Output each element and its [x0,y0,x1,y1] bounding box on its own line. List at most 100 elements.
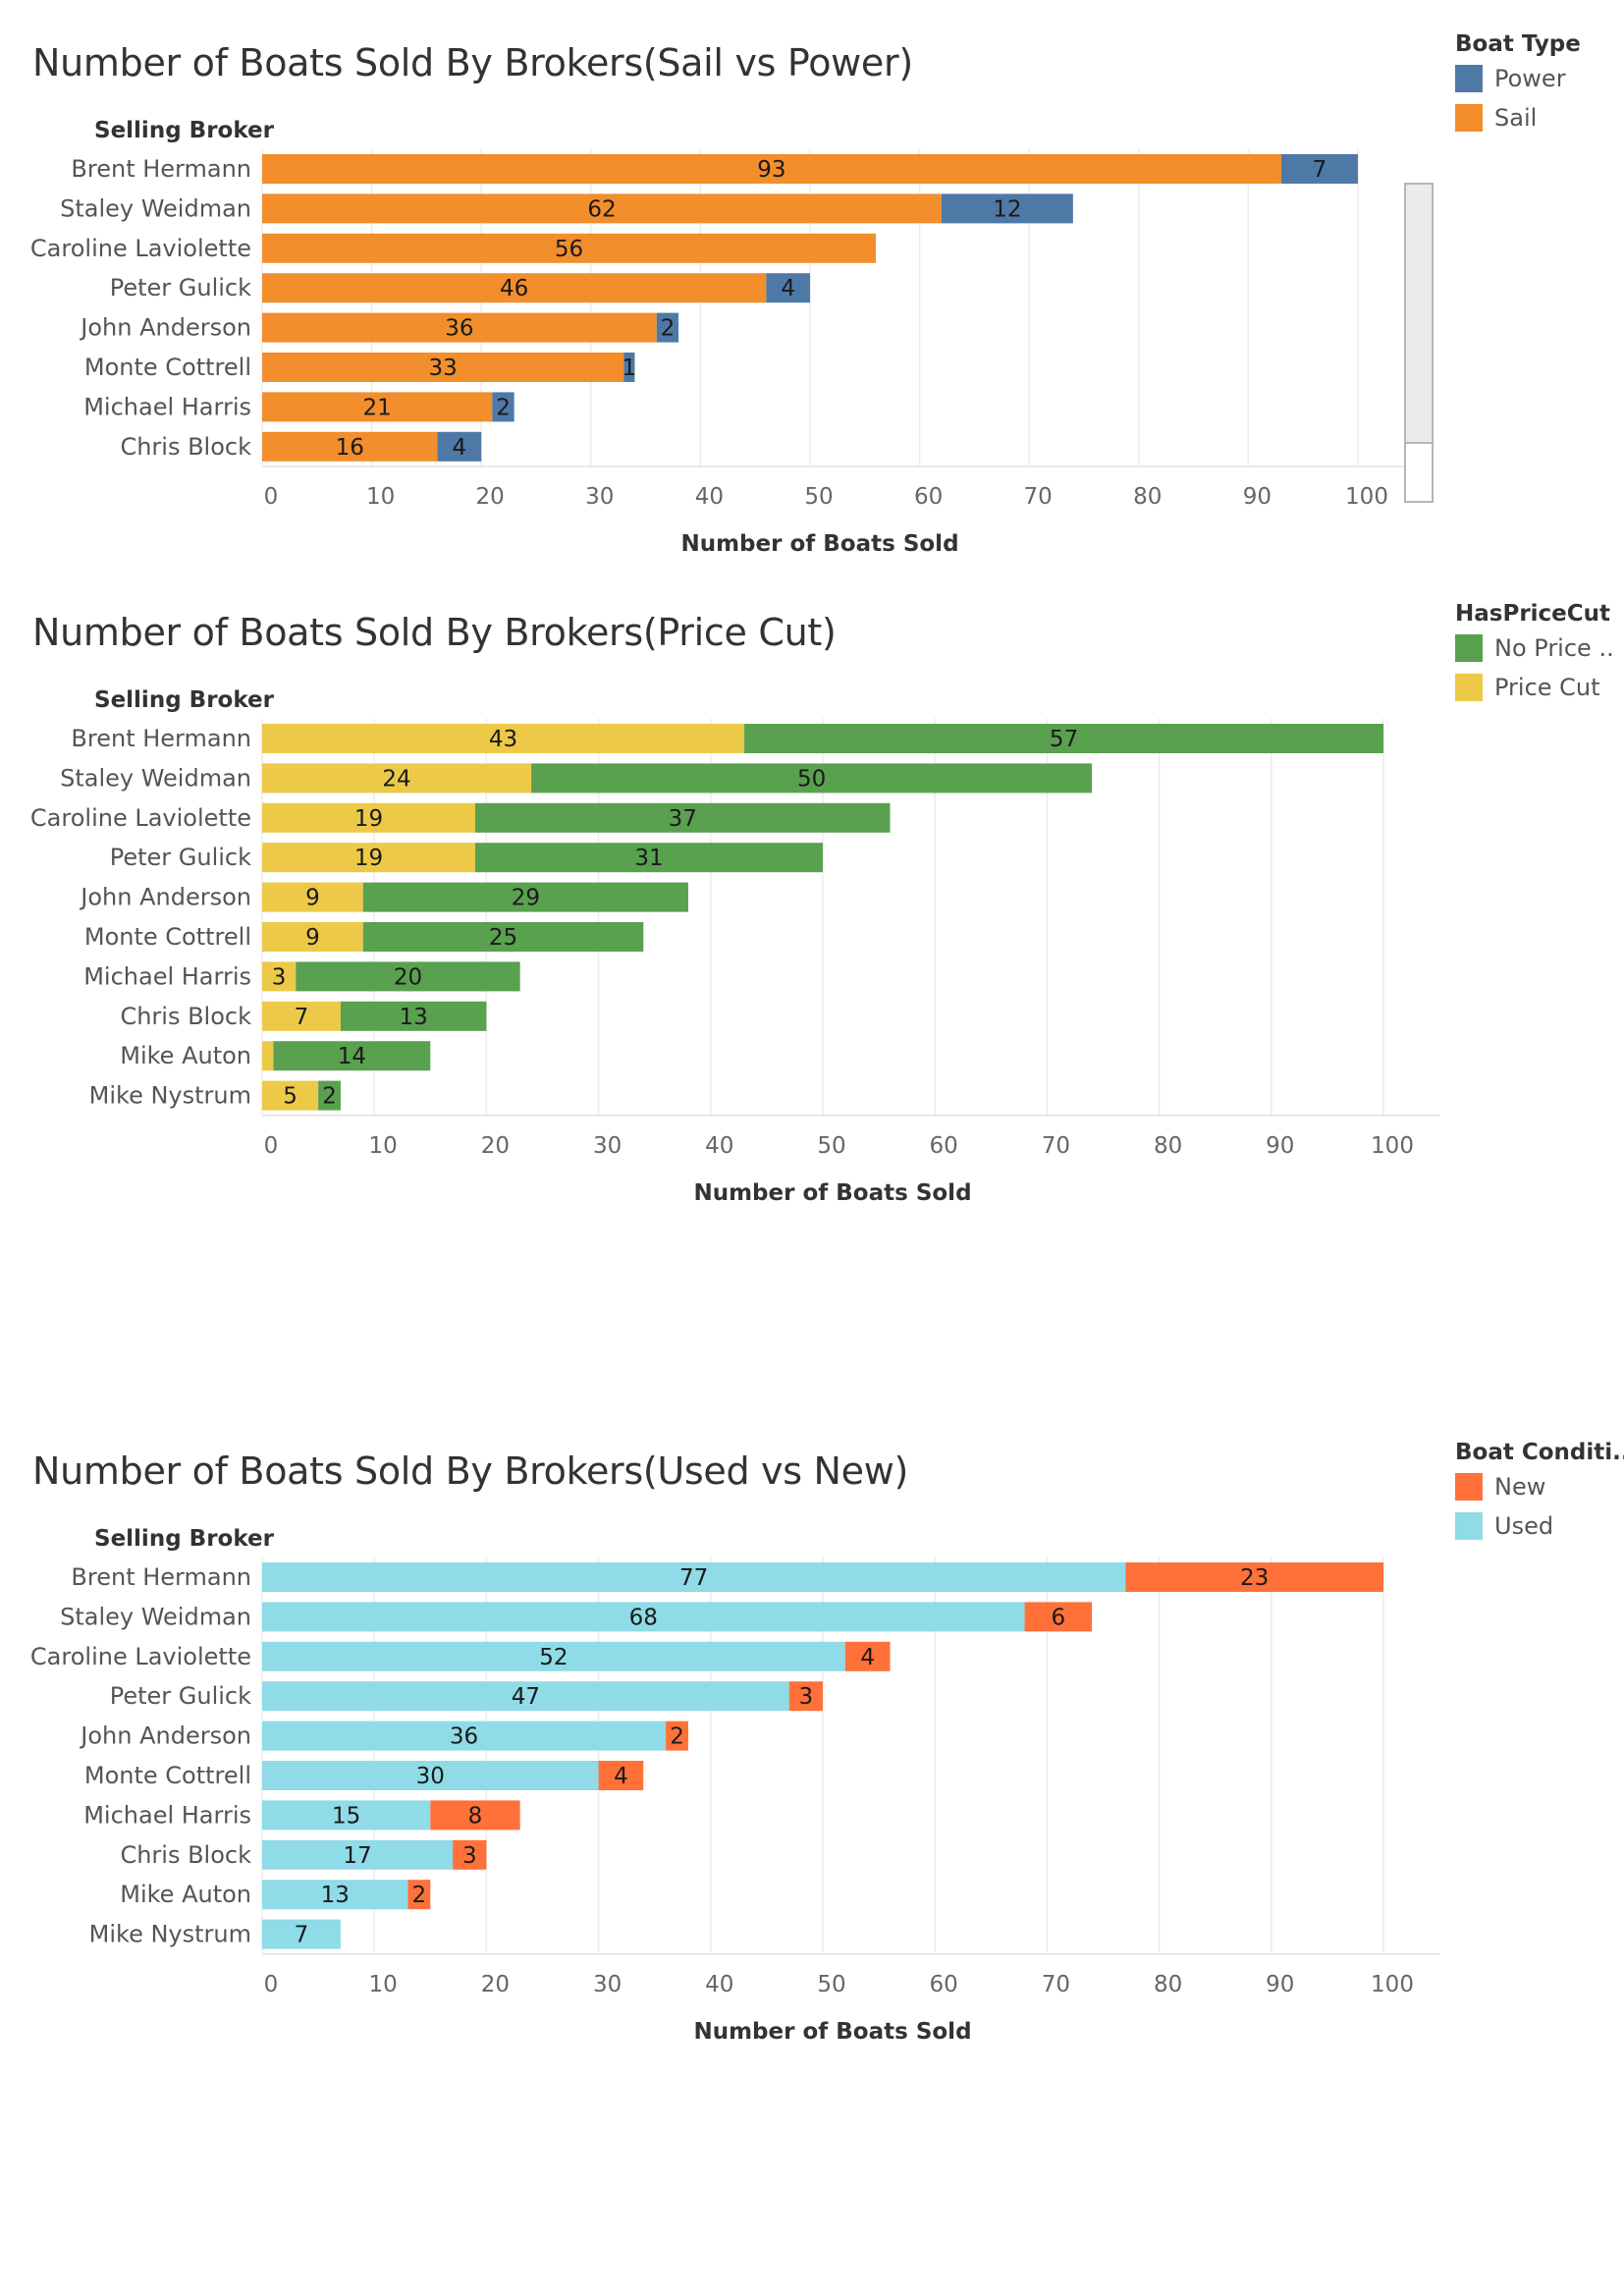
category-label-michael-harris: Michael Harris [83,1801,251,1829]
bar-sail-chris-block [262,431,438,462]
bar-no-price-peter-gulick [474,843,823,873]
bar-price-cut-mike-auton [262,1041,274,1071]
x-tick-label: 80 [1133,484,1162,510]
legend-boat-condition: Boat Conditi.. New Used [1455,1438,1624,1546]
legend-boat-type: Boat Type Power Sail [1455,29,1581,137]
legend-item-no-price-cut[interactable]: No Price .. [1455,629,1614,668]
legend-item-new[interactable]: New [1455,1467,1624,1506]
data-label: 3 [272,964,287,990]
data-label: 25 [489,925,517,951]
legend-title: HasPriceCut [1455,601,1611,627]
bar-new-chris-block [453,1839,487,1870]
data-label: 12 [993,196,1021,222]
bar-no-price-mike-nystrum [318,1080,341,1111]
data-label: 2 [322,1084,337,1110]
category-label-peter-gulick: Peter Gulick [110,844,251,871]
data-label: 37 [669,806,697,832]
x-tick-label: 20 [481,1972,510,1997]
x-tick-label: 60 [930,1972,958,1997]
data-label: 57 [1050,727,1078,752]
data-label: 56 [555,237,583,262]
x-tick-label: 0 [264,1133,279,1159]
bar-new-michael-harris [430,1800,520,1831]
chart-panel-sail-vs-power: Number of Boats Sold By Brokers(Sail vs … [0,31,1624,585]
bar-no-price-chris-block [340,1001,487,1031]
bar-no-price-john-anderson [362,882,688,912]
data-label: 52 [539,1645,568,1670]
data-label: 31 [634,846,663,871]
data-label: 30 [416,1764,445,1789]
x-tick-label: 10 [369,1133,398,1159]
x-tick-label: 70 [1042,1133,1070,1159]
x-tick-label: 80 [1154,1972,1182,1997]
category-label-monte-cottrell: Monte Cottrell [84,923,251,951]
bar-used-monte-cottrell [262,1761,599,1790]
chart-panel-price-cut: Number of Boats Sold By Brokers(Price Cu… [0,601,1624,1233]
bar-used-staley-weidman [262,1602,1025,1632]
legend-swatch [1455,65,1483,92]
x-tick-label: 60 [914,484,943,510]
x-tick-label: 80 [1154,1133,1182,1159]
data-label: 24 [382,766,410,792]
legend-swatch [1455,1512,1483,1540]
bar-new-brent-hermann [1125,1562,1383,1592]
legend-item-sail[interactable]: Sail [1455,98,1581,137]
bar-power-john-anderson [656,312,679,343]
category-label-peter-gulick: Peter Gulick [110,1682,251,1710]
x-tick-label: 50 [817,1133,845,1159]
bar-no-price-mike-auton [273,1041,431,1071]
category-label-john-anderson: John Anderson [79,884,251,911]
data-label: 2 [496,395,511,420]
legend-item-used[interactable]: Used [1455,1506,1624,1546]
data-label: 43 [489,727,517,752]
bar-price-cut-chris-block [262,1001,341,1031]
x-tick-label: 40 [705,1133,733,1159]
data-label: 2 [670,1724,684,1750]
vertical-scrollbar[interactable] [1404,183,1434,503]
data-label: 93 [757,157,785,183]
data-label: 19 [354,846,383,871]
data-label: 46 [500,276,528,301]
x-tick-label: 70 [1042,1972,1070,1997]
bar-power-michael-harris [492,392,514,422]
category-label-chris-block: Chris Block [120,1841,251,1869]
legend-swatch [1455,674,1483,701]
x-tick-label: 100 [1371,1972,1414,1997]
category-label-caroline-laviolette: Caroline Laviolette [30,804,251,832]
bar-power-chris-block [437,431,482,462]
legend-label: Power [1494,65,1566,92]
data-label: 5 [283,1084,298,1110]
bar-used-caroline-laviolette [262,1641,845,1671]
bar-no-price-michael-harris [296,961,520,992]
bar-no-price-caroline-laviolette [474,802,891,833]
legend-label: Sail [1494,104,1538,132]
bar-sail-john-anderson [262,312,657,343]
scrollbar-thumb[interactable] [1406,185,1432,444]
category-label-staley-weidman: Staley Weidman [60,1603,251,1630]
bar-price-cut-caroline-laviolette [262,802,475,833]
data-label: 77 [679,1565,708,1591]
legend-item-price-cut[interactable]: Price Cut [1455,668,1614,707]
bar-used-mike-auton [262,1880,408,1910]
legend-swatch [1455,1473,1483,1501]
data-label: 16 [336,435,364,461]
data-label: 2 [412,1883,427,1908]
x-tick-label: 10 [366,484,395,510]
data-label: 4 [614,1764,628,1789]
category-label-mike-nystrum: Mike Nystrum [89,1082,251,1110]
data-label: 14 [338,1044,366,1069]
data-label: 4 [453,435,467,461]
legend-item-power[interactable]: Power [1455,59,1581,98]
data-label: 2 [661,316,676,342]
legend-label: Price Cut [1494,674,1600,701]
chart-title: Number of Boats Sold By Brokers(Used vs … [32,1449,909,1493]
legend-has-price-cut: HasPriceCut No Price .. Price Cut [1455,599,1614,707]
x-tick-label: 60 [930,1133,958,1159]
legend-title: Boat Conditi.. [1455,1440,1624,1465]
bar-sail-staley-weidman [262,193,942,224]
data-label: 4 [860,1645,875,1670]
data-label: 62 [587,196,616,222]
bar-no-price-monte-cottrell [362,922,644,952]
